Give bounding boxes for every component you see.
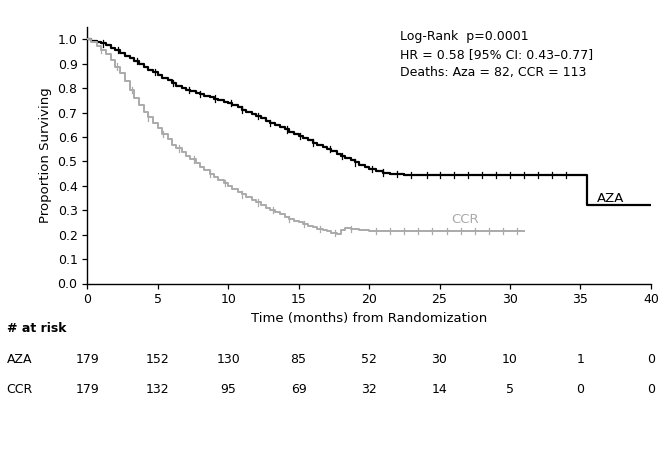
Text: 179: 179 (75, 353, 99, 366)
Text: 14: 14 (431, 383, 448, 396)
Text: Log-Rank  p=0.0001
HR = 0.58 [95% CI: 0.43–0.77]
Deaths: Aza = 82, CCR = 113: Log-Rank p=0.0001 HR = 0.58 [95% CI: 0.4… (400, 30, 593, 79)
Text: 0: 0 (576, 383, 584, 396)
Text: 5: 5 (506, 383, 514, 396)
Text: CCR: CCR (7, 383, 33, 396)
X-axis label: Time (months) from Randomization: Time (months) from Randomization (251, 312, 487, 325)
Text: 1: 1 (576, 353, 584, 366)
Text: CCR: CCR (451, 213, 478, 226)
Text: 130: 130 (216, 353, 240, 366)
Text: 152: 152 (146, 353, 170, 366)
Y-axis label: Proportion Surviving: Proportion Surviving (39, 87, 52, 223)
Text: 179: 179 (75, 383, 99, 396)
Text: 95: 95 (220, 383, 236, 396)
Text: 0: 0 (647, 383, 655, 396)
Text: 32: 32 (361, 383, 377, 396)
Text: 85: 85 (291, 353, 307, 366)
Text: 132: 132 (146, 383, 170, 396)
Text: 10: 10 (502, 353, 518, 366)
Text: 69: 69 (291, 383, 307, 396)
Text: 0: 0 (647, 353, 655, 366)
Text: AZA: AZA (7, 353, 32, 366)
Text: 52: 52 (361, 353, 377, 366)
Text: # at risk: # at risk (7, 322, 66, 335)
Text: 30: 30 (431, 353, 448, 366)
Text: AZA: AZA (597, 192, 625, 205)
